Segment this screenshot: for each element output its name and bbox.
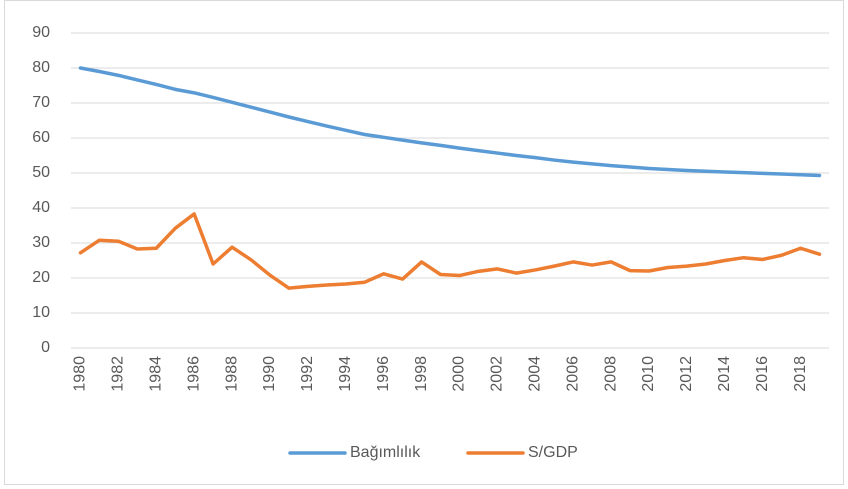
x-tick-label: 1992	[299, 356, 316, 392]
y-tick-label: 60	[32, 129, 50, 146]
x-tick-label: 2000	[451, 356, 468, 392]
x-tick-label: 2018	[792, 356, 809, 392]
x-tick-label: 2008	[602, 356, 619, 392]
x-tick-label: 1988	[223, 356, 240, 392]
y-tick-label: 70	[32, 94, 50, 111]
y-tick-label: 50	[32, 164, 50, 181]
x-tick-label: 1990	[261, 356, 278, 392]
x-tick-label: 2012	[678, 356, 695, 392]
x-tick-label: 2016	[754, 356, 771, 392]
x-tick-label: 2002	[489, 356, 506, 392]
y-tick-label: 80	[32, 59, 50, 76]
x-tick-label: 2004	[526, 356, 543, 392]
x-tick-label: 1982	[110, 356, 127, 392]
x-tick-label: 2010	[640, 356, 657, 392]
x-tick-label: 1980	[72, 356, 89, 392]
y-tick-label: 20	[32, 269, 50, 286]
legend-label: Bağımlılık	[350, 444, 421, 461]
x-tick-label: 1994	[337, 356, 354, 392]
y-tick-label: 30	[32, 234, 50, 251]
y-tick-label: 40	[32, 199, 50, 216]
x-tick-label: 1996	[375, 356, 392, 392]
legend-label: S/GDP	[528, 444, 578, 461]
x-tick-label: 1984	[147, 356, 164, 392]
y-tick-label: 90	[32, 24, 50, 41]
x-tick-label: 2006	[564, 356, 581, 392]
x-tick-label: 2014	[716, 356, 733, 392]
y-tick-label: 10	[32, 304, 50, 321]
y-tick-label: 0	[41, 339, 50, 356]
series-line	[78, 212, 822, 290]
series-line	[78, 66, 822, 178]
x-tick-label: 1986	[185, 356, 202, 392]
x-tick-label: 1998	[413, 356, 430, 392]
